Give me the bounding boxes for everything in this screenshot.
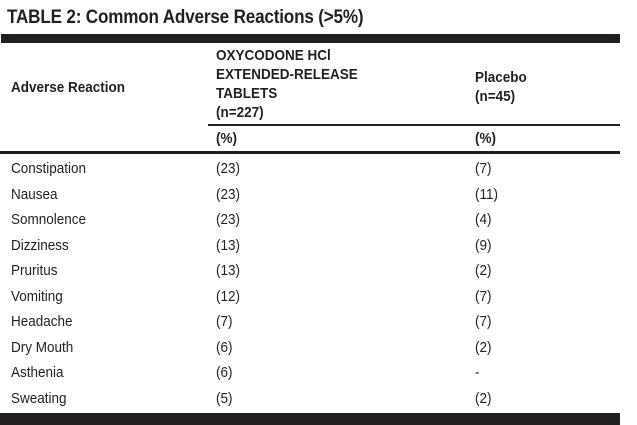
table-row: Dizziness (13) (9) (0, 233, 620, 259)
column-header-placebo-line: Placebo (475, 68, 533, 87)
reaction-name: Headache (11, 313, 73, 331)
header-body-divider-rule (0, 151, 620, 154)
placebo-value: (2) (475, 338, 492, 356)
table-row: Vomiting (12) (7) (0, 284, 620, 310)
placebo-value: (7) (475, 287, 492, 305)
table-row: Pruritus (13) (2) (0, 258, 620, 284)
placebo-value: (7) (475, 160, 492, 178)
table-row: Somnolence (23) (4) (0, 207, 620, 233)
oxycodone-header-line-1: OXYCODONE HCl (216, 47, 331, 64)
table-body: Constipation (23) (7) Nausea (23) (11) S… (0, 156, 620, 411)
reaction-name: Dry Mouth (11, 338, 74, 356)
placebo-percent-unit-label: (%) (475, 130, 496, 147)
placebo-header-n-count: (n=45) (475, 88, 516, 105)
bottom-rule (0, 413, 620, 425)
oxycodone-value: (23) (216, 211, 241, 229)
oxycodone-value: (7) (216, 313, 233, 331)
oxycodone-header-line-3: TABLETS (216, 85, 278, 102)
table-title: TABLE 2: Common Adverse Reactions (>5%) (7, 7, 403, 29)
table-row: Nausea (23) (11) (0, 182, 620, 208)
oxycodone-value: (23) (216, 185, 241, 203)
placebo-value: (4) (475, 211, 492, 229)
oxycodone-value: (23) (216, 160, 241, 178)
table-row: Asthenia (6) - (0, 360, 620, 386)
column-header-adverse-reaction-label: Adverse Reaction (11, 79, 126, 96)
oxycodone-value: (6) (216, 364, 233, 382)
top-rule (1, 34, 620, 43)
placebo-value: (2) (475, 262, 492, 280)
table-row: Headache (7) (7) (0, 309, 620, 335)
reaction-name: Pruritus (11, 262, 58, 280)
reaction-name: Asthenia (11, 364, 64, 382)
placebo-value: (9) (475, 236, 492, 254)
oxycodone-value: (12) (216, 287, 241, 305)
table-title-text: TABLE 2: Common Adverse Reactions (>5%) (7, 7, 364, 28)
table-row: Sweating (5) (2) (0, 386, 620, 412)
oxycodone-percent-unit: (%) (216, 129, 239, 148)
oxycodone-value: (13) (216, 262, 241, 280)
oxycodone-percent-unit-label: (%) (216, 130, 237, 147)
placebo-value: - (475, 364, 480, 382)
reaction-name: Constipation (11, 160, 87, 178)
column-header-adverse-reaction: Adverse Reaction (11, 78, 138, 97)
reaction-name: Vomiting (11, 287, 63, 305)
reaction-name: Nausea (11, 185, 58, 203)
placebo-value: (11) (475, 185, 499, 203)
reaction-name: Dizziness (11, 236, 69, 254)
oxycodone-value: (6) (216, 338, 233, 356)
column-header-oxycodone-line: (n=227) (216, 103, 374, 122)
table-row: Dry Mouth (6) (2) (0, 335, 620, 361)
placebo-value: (2) (475, 389, 492, 407)
column-header-placebo: Placebo (n=45) (475, 68, 533, 106)
placebo-percent-unit: (%) (475, 129, 498, 148)
oxycodone-header-line-2: EXTENDED-RELEASE (216, 66, 358, 83)
placebo-value: (7) (475, 313, 492, 331)
column-header-placebo-line: (n=45) (475, 87, 533, 106)
reaction-name: Sweating (11, 389, 67, 407)
oxycodone-value: (13) (216, 236, 241, 254)
oxycodone-value: (5) (216, 389, 233, 407)
oxycodone-header-n-count: (n=227) (216, 104, 264, 121)
reaction-name: Somnolence (11, 211, 87, 229)
column-header-oxycodone: OXYCODONE HCl EXTENDED-RELEASE TABLETS (… (216, 46, 374, 122)
column-header-oxycodone-line: EXTENDED-RELEASE (216, 65, 374, 84)
column-header-oxycodone-line: OXYCODONE HCl (216, 46, 374, 65)
oxycodone-header-underline-rule (208, 124, 620, 126)
table-row: Constipation (23) (7) (0, 156, 620, 182)
column-header-oxycodone-line: TABLETS (216, 84, 374, 103)
placebo-header-line-1: Placebo (475, 69, 527, 86)
